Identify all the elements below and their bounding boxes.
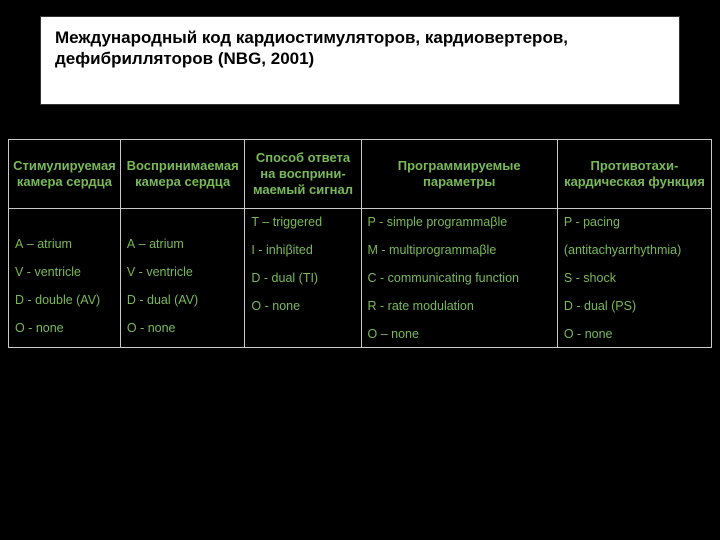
header-antitachy-function: Противотахи-кардическая функция (557, 139, 711, 209)
code-value: V - ventricle (15, 265, 114, 279)
code-value: I - inhiβited (251, 243, 354, 257)
cell-programmable-params: P - simple programmaβle M - multiprogram… (361, 209, 557, 348)
header-stimulated-chamber: Стимулируемая камера сердца (9, 139, 121, 209)
code-value: А – atrium (15, 237, 114, 251)
code-value: R - rate modulation (368, 299, 551, 313)
code-value: V - ventricle (127, 265, 239, 279)
code-value: P - simple programmaβle (368, 215, 551, 229)
title-line-2: дефибрилляторов (NBG, 2001) (55, 48, 665, 69)
header-sensed-chamber: Воспринимаемая камера сердца (120, 139, 245, 209)
code-value: S - shock (564, 271, 705, 285)
code-value: D - dual (AV) (127, 293, 239, 307)
code-value: O - none (564, 327, 705, 341)
code-value: (antitachyarrhythmia) (564, 243, 705, 257)
code-value: O - none (251, 299, 354, 313)
cell-antitachy-function: P - pacing (antitachyarrhythmia) S - sho… (557, 209, 711, 348)
code-value: P - pacing (564, 215, 705, 229)
table-header-row: Стимулируемая камера сердца Воспринимаем… (9, 139, 712, 209)
code-value: А – atrium (127, 237, 239, 251)
code-value: D - dual (TI) (251, 271, 354, 285)
code-value: D - dual (PS) (564, 299, 705, 313)
title-box: Международный код кардиостимуляторов, ка… (40, 16, 680, 105)
code-value: O – none (368, 327, 551, 341)
code-value: O - none (15, 321, 114, 335)
code-value: C - communicating function (368, 271, 551, 285)
code-value: T – triggered (251, 215, 354, 229)
code-value: M - multiprogrammaβle (368, 243, 551, 257)
code-value: D - double (AV) (15, 293, 114, 307)
cell-stimulated-chamber: А – atrium V - ventricle D - double (AV)… (9, 209, 121, 348)
cell-response-mode: T – triggered I - inhiβited D - dual (TI… (245, 209, 361, 348)
table-row: А – atrium V - ventricle D - double (AV)… (9, 209, 712, 348)
title-line-1: Международный код кардиостимуляторов, ка… (55, 27, 665, 48)
header-programmable-params: Программируемые параметры (361, 139, 557, 209)
header-response-mode: Способ ответа на восприни-маемый сигнал (245, 139, 361, 209)
cell-sensed-chamber: А – atrium V - ventricle D - dual (AV) O… (120, 209, 245, 348)
nbg-code-table: Стимулируемая камера сердца Воспринимаем… (8, 139, 712, 349)
code-value: O - none (127, 321, 239, 335)
